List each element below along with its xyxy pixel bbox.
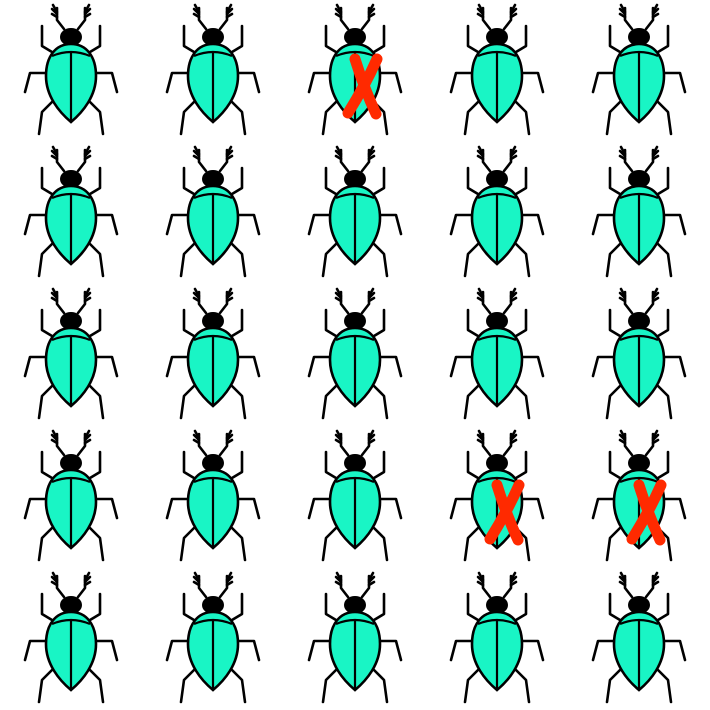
grid-cell <box>142 426 284 568</box>
grid-cell <box>142 284 284 426</box>
cross-mark-icon <box>626 479 667 546</box>
beetle-icon <box>165 429 261 562</box>
beetle-icon <box>449 3 545 136</box>
grid-cell <box>426 0 568 142</box>
cross-mark-icon <box>342 53 383 120</box>
grid-cell <box>0 284 142 426</box>
beetle-icon <box>591 145 687 278</box>
beetle-icon <box>449 287 545 420</box>
grid-cell <box>284 142 426 284</box>
grid-cell <box>0 142 142 284</box>
grid-cell <box>0 426 142 568</box>
grid-cell <box>284 284 426 426</box>
beetle-icon <box>307 571 403 704</box>
beetle-icon <box>23 145 119 278</box>
grid-cell <box>426 142 568 284</box>
beetle-icon <box>591 3 687 136</box>
beetle-icon <box>165 571 261 704</box>
grid-cell <box>0 0 142 142</box>
grid-cell <box>284 0 426 142</box>
grid-cell <box>568 568 710 710</box>
grid-cell <box>142 568 284 710</box>
beetle-icon <box>165 145 261 278</box>
beetle-icon <box>307 145 403 278</box>
grid-cell <box>142 0 284 142</box>
grid-cell <box>568 142 710 284</box>
beetle-icon <box>307 287 403 420</box>
grid-cell <box>568 426 710 568</box>
beetle-icon <box>591 571 687 704</box>
beetle-icon <box>449 571 545 704</box>
beetle-icon <box>23 571 119 704</box>
grid-cell <box>142 142 284 284</box>
grid-cell <box>426 568 568 710</box>
grid-cell <box>0 568 142 710</box>
grid-cell <box>426 284 568 426</box>
grid-cell <box>284 426 426 568</box>
grid-cell <box>426 426 568 568</box>
cross-mark-icon <box>484 479 525 546</box>
grid-cell <box>284 568 426 710</box>
beetle-icon <box>23 429 119 562</box>
grid-cell <box>568 0 710 142</box>
beetle-icon <box>307 429 403 562</box>
beetle-icon <box>23 3 119 136</box>
beetle-icon <box>165 287 261 420</box>
beetle-icon <box>449 145 545 278</box>
beetle-icon <box>23 287 119 420</box>
beetle-icon <box>165 3 261 136</box>
grid-cell <box>568 284 710 426</box>
beetle-icon <box>591 287 687 420</box>
